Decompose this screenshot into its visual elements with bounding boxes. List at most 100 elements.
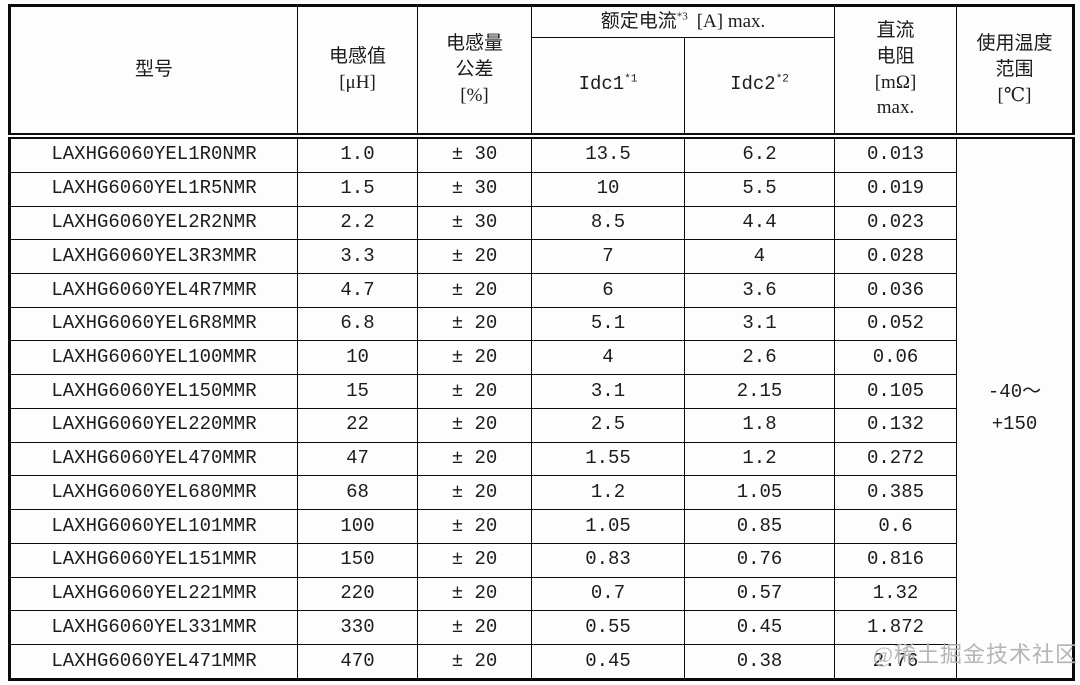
idc2-cell: 0.45	[683, 610, 836, 645]
inductance-cell: 100	[297, 509, 418, 544]
tolerance-cell: ± 20	[417, 306, 532, 342]
model-cell: LAXHG6060YEL100MMR	[9, 340, 298, 376]
idc2-cell: 4	[683, 239, 836, 275]
dc-resistance-cell: 0.036	[834, 273, 958, 308]
dc-resistance-cell: 0.132	[834, 407, 958, 443]
idc1-label: Idc1	[578, 73, 625, 96]
idc2-cell: 3.1	[683, 306, 836, 342]
tolerance-cell: ± 20	[417, 441, 532, 477]
tolerance-cell: ± 20	[417, 509, 532, 544]
idc1-cell: 10	[531, 171, 685, 207]
idc1-cell: 1.2	[531, 475, 685, 511]
table-row: LAXHG6060YEL331MMR 330 ± 20 0.55 0.45 1.872	[9, 610, 1074, 645]
inductance-cell: 6.8	[297, 306, 418, 342]
idc2-cell: 0.57	[683, 576, 836, 612]
model-cell: LAXHG6060YEL1R5NMR	[9, 171, 298, 207]
idc2-cell: 1.05	[683, 475, 836, 511]
inductance-cell: 470	[297, 643, 418, 681]
idc1-cell: 8.5	[531, 205, 685, 241]
idc2-cell: 3.6	[683, 273, 836, 308]
tolerance-cell: ± 20	[417, 542, 532, 578]
idc2-cell: 2.15	[683, 374, 836, 409]
model-cell: LAXHG6060YEL1R0NMR	[9, 135, 298, 173]
tolerance-cell: ± 20	[417, 610, 532, 645]
idc2-cell: 0.76	[683, 542, 836, 578]
table-header: 型号 电感值 [μH] 电感量 公差 [%] 额定电流*3 [A] max. 直流…	[9, 5, 1075, 139]
idc2-cell: 0.85	[683, 509, 836, 544]
table-row: LAXHG6060YEL100MMR 10 ± 20 4 2.6 0.06	[9, 340, 1074, 376]
inductance-cell: 150	[297, 542, 418, 578]
spec-table: 型号 电感值 [μH] 电感量 公差 [%] 额定电流*3 [A] max. 直流…	[8, 4, 1076, 681]
dc-resistance-cell: 1.872	[834, 610, 958, 645]
dc-resistance-cell: 0.385	[834, 475, 958, 511]
idc1-cell: 5.1	[531, 306, 685, 342]
inductance-cell: 15	[297, 374, 418, 409]
model-cell: LAXHG6060YEL151MMR	[9, 542, 298, 578]
dc-resistance-cell: 0.6	[834, 509, 958, 544]
inductance-cell: 1.0	[297, 135, 418, 173]
rated-current-footnote-marker: *3	[676, 10, 688, 23]
col-header-model: 型号	[9, 5, 298, 139]
table-row: LAXHG6060YEL220MMR 22 ± 20 2.5 1.8 0.132	[9, 407, 1074, 443]
dc-resistance-cell: 2.76	[834, 643, 958, 681]
idc1-cell: 1.05	[531, 509, 685, 544]
header-row-main: 型号 电感值 [μH] 电感量 公差 [%] 额定电流*3 [A] max. 直流…	[9, 5, 1075, 139]
model-cell: LAXHG6060YEL6R8MMR	[9, 306, 298, 342]
idc2-cell: 2.6	[683, 340, 836, 376]
table-row: LAXHG6060YEL150MMR 15 ± 20 3.1 2.15 0.105	[9, 374, 1074, 409]
inductance-cell: 22	[297, 407, 418, 443]
table-row: LAXHG6060YEL1R0NMR 1.0 ± 30 13.5 6.2 0.013 -40…	[9, 135, 1075, 680]
table-row: LAXHG6060YEL3R3MMR 3.3 ± 20 7 4 0.028	[9, 239, 1074, 275]
tolerance-cell: ± 20	[417, 273, 532, 308]
idc1-cell: 0.83	[531, 542, 685, 578]
inductance-cell: 2.2	[297, 205, 418, 241]
tolerance-cell: ± 20	[417, 374, 532, 409]
idc1-cell: 1.55	[531, 441, 685, 477]
tolerance-cell: ± 30	[417, 205, 532, 241]
inductance-cell: 10	[297, 340, 418, 376]
table-row: LAXHG6060YEL151MMR 150 ± 20 0.83 0.76 0.816	[9, 542, 1074, 578]
model-cell: LAXHG6060YEL221MMR	[9, 576, 298, 612]
inductance-cell: 330	[297, 610, 418, 645]
col-header-idc1: Idc1*1	[531, 37, 685, 139]
table-row: LAXHG6060YEL471MMR 470 ± 20 0.45 0.38 2.76	[9, 643, 1074, 681]
model-cell: LAXHG6060YEL4R7MMR	[9, 273, 298, 308]
col-header-inductance: 电感值 [μH]	[297, 5, 418, 139]
dc-resistance-cell: 0.023	[834, 205, 958, 241]
idc1-cell: 4	[531, 340, 685, 376]
table-row: LAXHG6060YEL680MMR 68 ± 20 1.2 1.05 0.385	[9, 475, 1074, 511]
dc-resistance-cell: 0.06	[834, 340, 958, 376]
rated-current-unit: [A] max.	[696, 11, 766, 33]
model-cell: LAXHG6060YEL471MMR	[9, 643, 298, 681]
inductance-cell: 68	[297, 475, 418, 511]
inductance-cell: 4.7	[297, 273, 418, 308]
model-cell: LAXHG6060YEL331MMR	[9, 610, 298, 645]
dc-resistance-cell: 0.019	[834, 171, 958, 207]
dc-resistance-cell: 1.32	[834, 576, 958, 612]
tolerance-cell: ± 20	[417, 643, 532, 681]
table-row: LAXHG6060YEL6R8MMR 6.8 ± 20 5.1 3.1 0.052	[9, 306, 1074, 342]
idc2-cell: 4.4	[683, 205, 836, 241]
dc-resistance-cell: 0.816	[834, 542, 958, 578]
inductance-cell: 47	[297, 441, 418, 477]
temp-range-cell: -40～ +150	[956, 135, 1075, 680]
inductance-cell: 3.3	[297, 239, 418, 275]
col-header-tolerance: 电感量 公差 [%]	[417, 5, 532, 139]
idc1-footnote-marker: *1	[624, 74, 638, 87]
inductance-cell: 220	[297, 576, 418, 612]
table-row: LAXHG6060YEL470MMR 47 ± 20 1.55 1.2 0.272	[9, 441, 1074, 477]
idc1-cell: 3.1	[531, 374, 685, 409]
model-cell: LAXHG6060YEL3R3MMR	[9, 239, 298, 275]
inductance-cell: 1.5	[297, 171, 418, 207]
col-header-rated-current: 额定电流*3 [A] max.	[530, 5, 836, 38]
table-row: LAXHG6060YEL221MMR 220 ± 20 0.7 0.57 1.32	[9, 576, 1074, 612]
idc1-cell: 6	[531, 273, 685, 308]
model-cell: LAXHG6060YEL220MMR	[9, 407, 298, 443]
tolerance-cell: ± 20	[417, 475, 532, 511]
table-body: LAXHG6060YEL1R0NMR 1.0 ± 30 13.5 6.2 0.013 -40…	[9, 135, 1075, 681]
idc2-label: Idc2	[730, 73, 776, 96]
dc-resistance-cell: 0.028	[834, 239, 958, 275]
table-row: LAXHG6060YEL101MMR 100 ± 20 1.05 0.85 0.6	[9, 509, 1074, 544]
idc1-cell: 2.5	[531, 407, 685, 443]
